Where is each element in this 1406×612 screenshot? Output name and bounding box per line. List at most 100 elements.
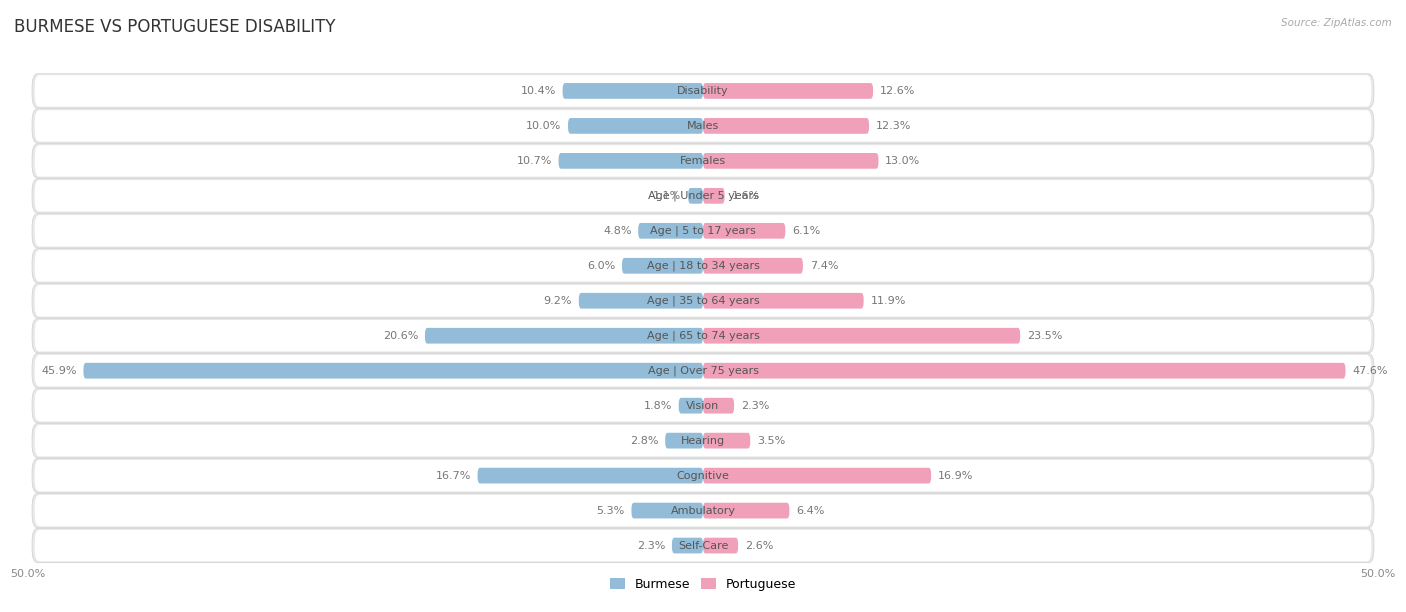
Text: 5.3%: 5.3%: [596, 506, 624, 515]
FancyBboxPatch shape: [703, 293, 863, 308]
FancyBboxPatch shape: [35, 145, 1371, 177]
FancyBboxPatch shape: [478, 468, 703, 483]
FancyBboxPatch shape: [35, 530, 1371, 561]
FancyBboxPatch shape: [35, 250, 1371, 282]
FancyBboxPatch shape: [35, 495, 1371, 526]
Text: 1.8%: 1.8%: [644, 401, 672, 411]
FancyBboxPatch shape: [679, 398, 703, 414]
FancyBboxPatch shape: [703, 153, 879, 169]
FancyBboxPatch shape: [35, 355, 1371, 386]
FancyBboxPatch shape: [32, 248, 1374, 283]
Text: 6.4%: 6.4%: [796, 506, 824, 515]
Text: Age | 65 to 74 years: Age | 65 to 74 years: [647, 330, 759, 341]
FancyBboxPatch shape: [703, 118, 869, 134]
Text: 12.6%: 12.6%: [880, 86, 915, 96]
Text: 20.6%: 20.6%: [382, 330, 418, 341]
Text: Age | 5 to 17 years: Age | 5 to 17 years: [650, 226, 756, 236]
FancyBboxPatch shape: [32, 109, 1374, 143]
FancyBboxPatch shape: [703, 433, 751, 449]
Text: 10.7%: 10.7%: [516, 156, 551, 166]
FancyBboxPatch shape: [83, 363, 703, 379]
Text: 45.9%: 45.9%: [41, 366, 77, 376]
FancyBboxPatch shape: [703, 538, 738, 553]
FancyBboxPatch shape: [32, 319, 1374, 353]
Text: 3.5%: 3.5%: [756, 436, 785, 446]
Text: 11.9%: 11.9%: [870, 296, 905, 306]
FancyBboxPatch shape: [703, 398, 734, 414]
FancyBboxPatch shape: [35, 110, 1371, 141]
FancyBboxPatch shape: [703, 502, 789, 518]
FancyBboxPatch shape: [579, 293, 703, 308]
FancyBboxPatch shape: [672, 538, 703, 553]
Text: 2.8%: 2.8%: [630, 436, 658, 446]
FancyBboxPatch shape: [35, 390, 1371, 422]
FancyBboxPatch shape: [568, 118, 703, 134]
Text: 7.4%: 7.4%: [810, 261, 838, 271]
Text: Age | Under 5 years: Age | Under 5 years: [648, 190, 758, 201]
Text: 1.6%: 1.6%: [731, 191, 759, 201]
Text: 13.0%: 13.0%: [886, 156, 921, 166]
FancyBboxPatch shape: [32, 354, 1374, 388]
FancyBboxPatch shape: [32, 528, 1374, 562]
FancyBboxPatch shape: [32, 144, 1374, 178]
Text: 1.1%: 1.1%: [654, 191, 682, 201]
FancyBboxPatch shape: [32, 458, 1374, 493]
FancyBboxPatch shape: [32, 179, 1374, 213]
Text: Self-Care: Self-Care: [678, 540, 728, 551]
Text: Disability: Disability: [678, 86, 728, 96]
FancyBboxPatch shape: [35, 75, 1371, 106]
FancyBboxPatch shape: [35, 460, 1371, 491]
FancyBboxPatch shape: [32, 74, 1374, 108]
FancyBboxPatch shape: [665, 433, 703, 449]
FancyBboxPatch shape: [32, 283, 1374, 318]
Text: 23.5%: 23.5%: [1026, 330, 1063, 341]
Text: 16.9%: 16.9%: [938, 471, 973, 480]
FancyBboxPatch shape: [35, 285, 1371, 316]
Text: 47.6%: 47.6%: [1353, 366, 1388, 376]
Text: Age | Over 75 years: Age | Over 75 years: [648, 365, 758, 376]
FancyBboxPatch shape: [621, 258, 703, 274]
FancyBboxPatch shape: [703, 188, 724, 204]
FancyBboxPatch shape: [703, 468, 931, 483]
Text: 2.3%: 2.3%: [637, 540, 665, 551]
Text: 4.8%: 4.8%: [603, 226, 631, 236]
Legend: Burmese, Portuguese: Burmese, Portuguese: [605, 573, 801, 596]
Text: BURMESE VS PORTUGUESE DISABILITY: BURMESE VS PORTUGUESE DISABILITY: [14, 18, 336, 36]
Text: 9.2%: 9.2%: [544, 296, 572, 306]
FancyBboxPatch shape: [35, 215, 1371, 247]
FancyBboxPatch shape: [703, 258, 803, 274]
Text: Source: ZipAtlas.com: Source: ZipAtlas.com: [1281, 18, 1392, 28]
FancyBboxPatch shape: [631, 502, 703, 518]
Text: 6.0%: 6.0%: [588, 261, 616, 271]
FancyBboxPatch shape: [703, 223, 786, 239]
Text: Females: Females: [681, 156, 725, 166]
FancyBboxPatch shape: [35, 180, 1371, 212]
Text: Males: Males: [688, 121, 718, 131]
Text: Ambulatory: Ambulatory: [671, 506, 735, 515]
Text: 16.7%: 16.7%: [436, 471, 471, 480]
Text: 6.1%: 6.1%: [792, 226, 820, 236]
FancyBboxPatch shape: [32, 389, 1374, 423]
Text: 2.6%: 2.6%: [745, 540, 773, 551]
Text: Age | 18 to 34 years: Age | 18 to 34 years: [647, 261, 759, 271]
Text: 12.3%: 12.3%: [876, 121, 911, 131]
FancyBboxPatch shape: [688, 188, 703, 204]
FancyBboxPatch shape: [703, 363, 1346, 379]
Text: Cognitive: Cognitive: [676, 471, 730, 480]
Text: 2.3%: 2.3%: [741, 401, 769, 411]
FancyBboxPatch shape: [35, 320, 1371, 351]
Text: Vision: Vision: [686, 401, 720, 411]
Text: 10.4%: 10.4%: [520, 86, 555, 96]
Text: Hearing: Hearing: [681, 436, 725, 446]
FancyBboxPatch shape: [638, 223, 703, 239]
FancyBboxPatch shape: [32, 424, 1374, 458]
FancyBboxPatch shape: [32, 214, 1374, 248]
FancyBboxPatch shape: [32, 493, 1374, 528]
FancyBboxPatch shape: [425, 328, 703, 343]
Text: 10.0%: 10.0%: [526, 121, 561, 131]
FancyBboxPatch shape: [703, 83, 873, 99]
FancyBboxPatch shape: [35, 425, 1371, 457]
FancyBboxPatch shape: [562, 83, 703, 99]
FancyBboxPatch shape: [558, 153, 703, 169]
Text: Age | 35 to 64 years: Age | 35 to 64 years: [647, 296, 759, 306]
